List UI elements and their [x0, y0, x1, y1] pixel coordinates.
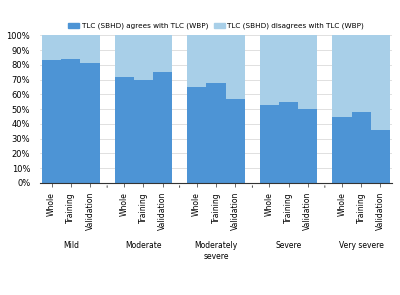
Bar: [206, 83, 226, 183]
Bar: [134, 80, 153, 183]
Bar: [80, 35, 100, 63]
Bar: [134, 35, 153, 80]
Bar: [226, 99, 245, 183]
Bar: [332, 117, 352, 183]
Bar: [298, 35, 318, 109]
Bar: [61, 59, 80, 183]
Text: Moderately
severe: Moderately severe: [194, 241, 238, 261]
Bar: [187, 87, 206, 183]
Legend: TLC (SBHD) agrees with TLC (WBP), TLC (SBHD) disagrees with TLC (WBP): TLC (SBHD) agrees with TLC (WBP), TLC (S…: [65, 20, 367, 32]
Bar: [279, 102, 298, 183]
Bar: [226, 35, 245, 99]
Bar: [260, 35, 279, 105]
Bar: [61, 35, 80, 59]
Bar: [206, 35, 226, 83]
Bar: [42, 60, 61, 183]
Bar: [187, 35, 206, 87]
Bar: [352, 112, 371, 183]
Bar: [114, 77, 134, 183]
Bar: [371, 130, 390, 183]
Bar: [153, 72, 172, 183]
Bar: [352, 35, 371, 112]
Bar: [298, 109, 318, 183]
Text: Moderate: Moderate: [125, 241, 162, 250]
Bar: [371, 35, 390, 130]
Bar: [114, 35, 134, 77]
Text: Very severe: Very severe: [339, 241, 384, 250]
Bar: [42, 35, 61, 60]
Bar: [260, 105, 279, 183]
Bar: [279, 35, 298, 102]
Text: Severe: Severe: [276, 241, 302, 250]
Bar: [332, 35, 352, 117]
Text: Mild: Mild: [63, 241, 79, 250]
Bar: [80, 63, 100, 183]
Bar: [153, 35, 172, 72]
